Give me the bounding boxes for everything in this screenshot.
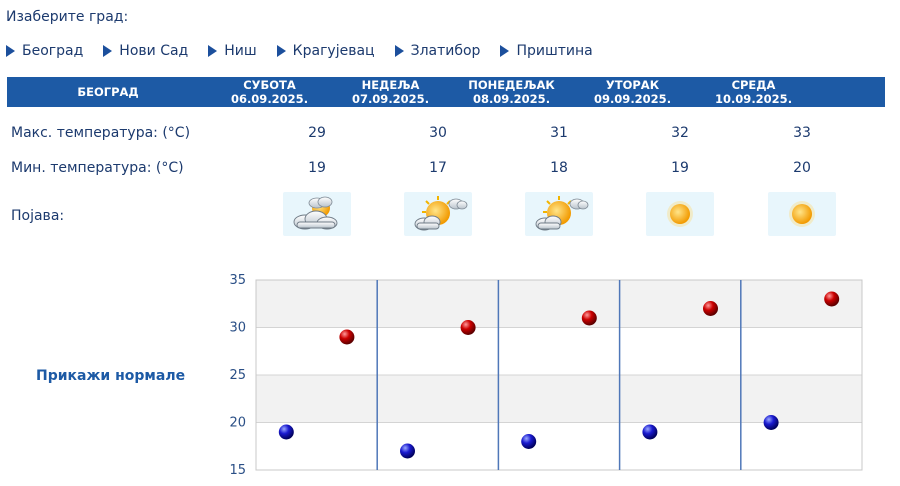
- y-tick-label: 15: [229, 463, 246, 478]
- max-temp-label: Макс. температура: (°C): [11, 125, 191, 141]
- weather-label: Појава:: [11, 208, 65, 224]
- min-temp-value: 18: [550, 160, 568, 176]
- y-tick-label: 30: [229, 321, 246, 336]
- y-tick-label: 20: [229, 416, 246, 431]
- min-temp-point: [763, 415, 779, 430]
- min-temp-point: [642, 424, 658, 440]
- arrow-right-icon: [500, 45, 510, 57]
- min-temp-value: 17: [429, 160, 447, 176]
- day-header: СУБОТА 06.09.2025.: [230, 78, 309, 106]
- sun-cloud-icon: [525, 192, 593, 236]
- max-temp-row: Макс. температура: (°C) 29 30 31 32 33: [7, 125, 885, 141]
- city-list: Београд Нови Сад Ниш Крагујевац Златибор…: [6, 43, 613, 59]
- city-prompt: Изаберите град:: [6, 9, 129, 25]
- arrow-right-icon: [276, 45, 286, 57]
- min-temp-point: [278, 424, 294, 440]
- max-temp-value: 32: [671, 125, 689, 141]
- grid-band: [256, 375, 862, 423]
- arrow-right-icon: [6, 45, 15, 57]
- grid-band: [256, 327, 862, 375]
- max-temp-value: 33: [793, 125, 811, 141]
- day-header: УТОРАК 09.09.2025.: [593, 78, 672, 106]
- min-temp-point: [521, 434, 537, 449]
- grid-band: [256, 422, 862, 470]
- plot-frame: [255, 279, 863, 471]
- min-temp-point: [400, 443, 415, 459]
- day-header: СРЕДА 10.09.2025.: [714, 78, 793, 106]
- forecast-table: БЕОГРАД СУБОТА 06.09.2025. НЕДЕЉА 07.09.20…: [7, 77, 885, 107]
- max-temp-value: 31: [550, 125, 568, 141]
- max-temp-value: 30: [429, 125, 447, 141]
- min-temp-value: 19: [308, 160, 326, 176]
- show-normals-link[interactable]: Прикажи нормале: [36, 368, 186, 384]
- min-temp-label: Мин. температура: (°C): [11, 160, 184, 176]
- min-temp-value: 19: [671, 160, 689, 176]
- max-temp-point: [460, 320, 476, 335]
- city-link-zlatibor[interactable]: Златибор: [394, 43, 480, 59]
- max-temp-point: [703, 301, 718, 316]
- sun-icon: [768, 192, 836, 236]
- city-link-novi-sad[interactable]: Нови Сад: [103, 43, 188, 59]
- arrow-right-icon: [208, 45, 218, 57]
- arrow-right-icon: [103, 45, 113, 57]
- min-temp-row: Мин. температура: (°C) 19 17 18 19 20: [7, 160, 885, 176]
- arrow-right-icon: [394, 45, 404, 57]
- sun-icon: [646, 192, 714, 236]
- max-temp-point: [339, 329, 355, 345]
- day-header: ПОНЕДЕЉАК 08.09.2025.: [468, 78, 555, 106]
- city-link-nis[interactable]: Ниш: [208, 43, 257, 59]
- temperature-chart: 15 20 25 30 35: [229, 273, 863, 478]
- weather-row: Појава:: [7, 208, 247, 224]
- max-temp-value: 29: [308, 125, 326, 141]
- min-temp-value: 20: [793, 160, 811, 176]
- sun-cloud-icon: [404, 192, 472, 236]
- max-temp-point: [824, 291, 840, 307]
- city-link-pristina[interactable]: Приштина: [500, 43, 593, 59]
- forecast-table-header: БЕОГРАД СУБОТА 06.09.2025. НЕДЕЉА 07.09.20…: [7, 77, 885, 107]
- grid-band: [256, 280, 862, 328]
- city-link-beograd[interactable]: Београд: [6, 43, 83, 59]
- city-link-kragujevac[interactable]: Крагујевац: [276, 43, 375, 59]
- y-tick-label: 25: [229, 368, 246, 383]
- y-tick-label: 35: [229, 273, 246, 288]
- city-header: БЕОГРАД: [77, 85, 139, 99]
- partly-cloudy-sun-icon: [283, 192, 351, 236]
- max-temp-point: [581, 310, 597, 326]
- day-header: НЕДЕЉА 07.09.2025.: [351, 78, 430, 106]
